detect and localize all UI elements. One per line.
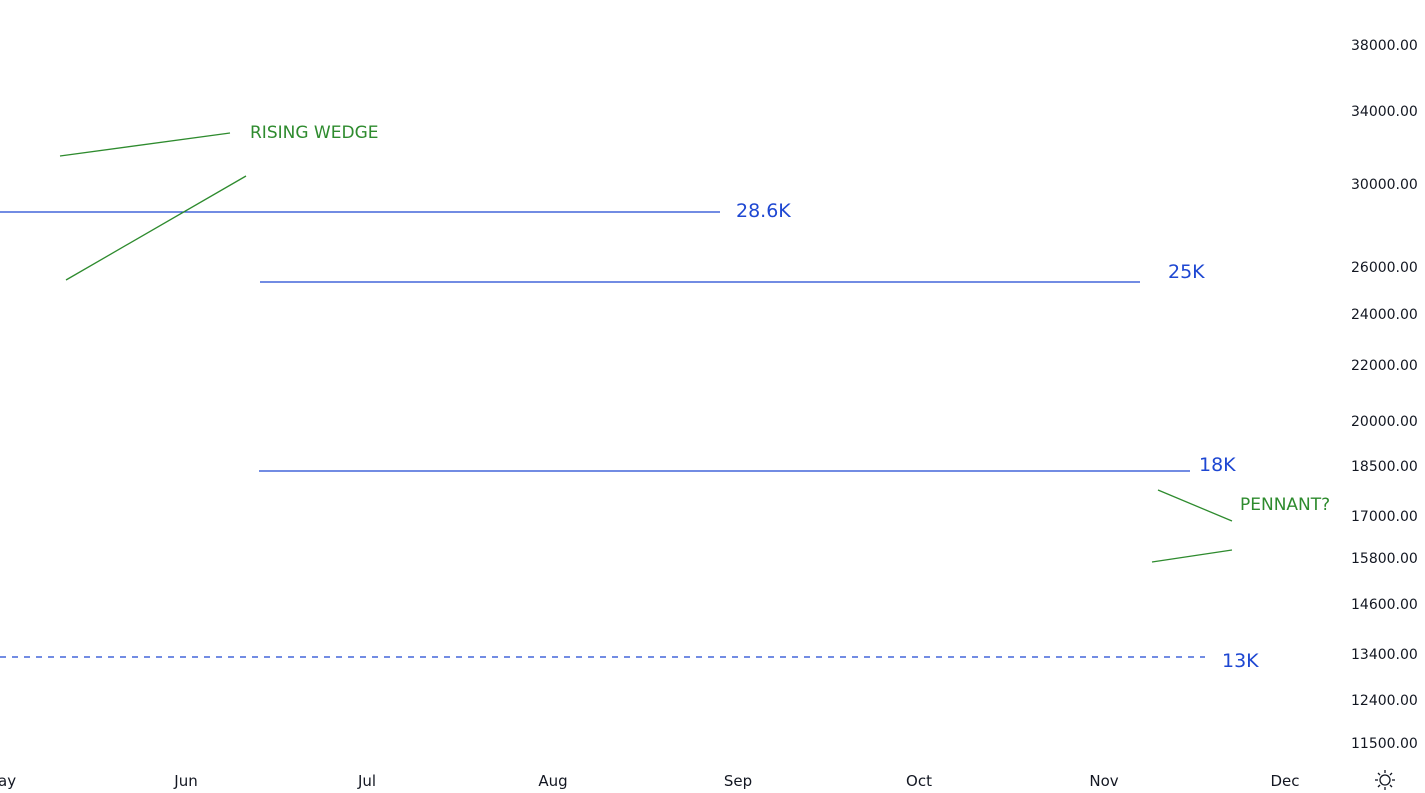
pennant-upper-line	[1157, 489, 1233, 522]
y-tick-label: 20000.00	[1351, 414, 1418, 430]
y-tick-label: 24000.00	[1351, 307, 1418, 323]
pennant-lower-line	[1151, 549, 1233, 563]
x-tick-label: ay	[0, 772, 16, 790]
rising-wedge-label: RISING WEDGE	[250, 123, 378, 143]
y-tick-label: 12400.00	[1351, 693, 1418, 709]
x-tick-label: Jul	[357, 772, 376, 790]
level-label-18k: 18K	[1199, 454, 1236, 476]
levels-group: 28.6K 25K 18K 13K	[0, 200, 1259, 672]
y-tick-label: 14600.00	[1351, 597, 1418, 613]
y-tick-label: 30000.00	[1351, 177, 1418, 193]
x-tick-label: Jun	[173, 772, 197, 790]
level-label-28-6k: 28.6K	[736, 200, 791, 222]
y-tick-label: 13400.00	[1351, 647, 1418, 663]
y-tick-label: 15800.00	[1351, 551, 1418, 567]
rising-wedge-lower-line	[65, 175, 247, 281]
y-tick-label: 34000.00	[1351, 104, 1418, 120]
y-tick-label: 18500.00	[1351, 459, 1418, 475]
y-axis: 38000.00 34000.00 30000.00 26000.00 2400…	[1351, 38, 1418, 752]
x-tick-label: Aug	[538, 772, 567, 790]
x-tick-label: Sep	[724, 772, 752, 790]
patterns-group: RISING WEDGE PENNANT?	[59, 123, 1330, 563]
level-label-13k: 13K	[1222, 650, 1259, 672]
x-tick-label: Nov	[1089, 772, 1118, 790]
gear-icon[interactable]	[1375, 770, 1395, 790]
level-label-25k: 25K	[1168, 261, 1205, 283]
y-tick-label: 26000.00	[1351, 260, 1418, 276]
y-tick-label: 11500.00	[1351, 736, 1418, 752]
x-axis: ay Jun Jul Aug Sep Oct Nov Dec	[0, 772, 1300, 790]
y-tick-label: 22000.00	[1351, 358, 1418, 374]
x-tick-label: Oct	[906, 772, 932, 790]
y-tick-label: 17000.00	[1351, 509, 1418, 525]
y-tick-label: 38000.00	[1351, 38, 1418, 54]
pennant-label: PENNANT?	[1240, 495, 1330, 515]
rising-wedge-upper-line	[59, 132, 231, 157]
x-tick-label: Dec	[1270, 772, 1299, 790]
